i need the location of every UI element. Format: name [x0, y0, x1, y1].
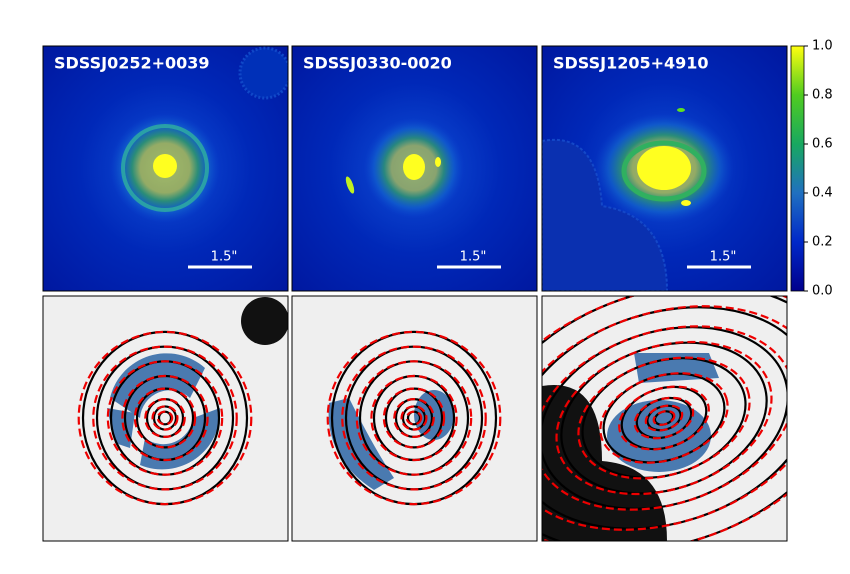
model-contour	[355, 360, 473, 476]
frame	[541, 295, 788, 542]
mask-region	[140, 408, 221, 470]
arc	[345, 176, 355, 194]
model-contour	[156, 410, 174, 426]
model-contour	[542, 325, 787, 511]
mask-region	[328, 398, 394, 490]
masked	[241, 297, 288, 345]
model-panel	[292, 296, 537, 541]
lens	[403, 154, 425, 180]
image	[677, 108, 685, 112]
model-contour	[652, 410, 676, 426]
model-contour	[542, 305, 787, 531]
model-contour	[393, 398, 435, 439]
lens	[153, 154, 177, 178]
panel-title: SDSSJ1205+4910	[553, 54, 709, 73]
model-contour	[106, 360, 224, 476]
model-contour	[405, 410, 423, 426]
panel-title: SDSSJ0252+0039	[54, 54, 210, 73]
contour	[646, 404, 682, 432]
scale-label: 1.5"	[460, 250, 487, 265]
image-panel	[43, 46, 288, 291]
colorbar	[790, 45, 805, 292]
model-contour	[382, 387, 446, 449]
arc	[621, 140, 707, 202]
contour	[620, 385, 708, 451]
scale-label: 1.5"	[710, 250, 737, 265]
model-contour	[121, 374, 209, 462]
model-contour	[151, 405, 179, 431]
colorbar-tick-label: 1.0	[812, 39, 833, 54]
panel-title: SDSSJ0330-0020	[303, 54, 452, 73]
frame	[42, 295, 289, 542]
frame	[541, 45, 788, 292]
model-panel	[542, 296, 787, 541]
masked	[238, 46, 288, 100]
image-panel	[292, 46, 537, 291]
model-contour	[77, 330, 253, 506]
model-contour	[577, 356, 751, 480]
frame	[291, 45, 538, 292]
model-panel	[43, 296, 288, 541]
frame	[291, 295, 538, 542]
model-contour	[618, 385, 710, 451]
image-panel	[542, 46, 787, 291]
model-contour	[400, 405, 428, 431]
model-contour	[555, 340, 773, 496]
model-contour	[599, 372, 729, 464]
colorbar-tick-label: 0.0	[812, 284, 833, 299]
lens	[637, 146, 691, 190]
frame	[42, 45, 289, 292]
model-contour	[542, 296, 787, 541]
arc	[121, 124, 209, 212]
model-contour	[92, 345, 238, 491]
colorbar-tick-label: 0.6	[812, 137, 833, 152]
image	[681, 200, 691, 206]
contour	[384, 387, 444, 449]
model-contour	[133, 387, 197, 449]
image	[435, 157, 441, 167]
colorbar-tick-label: 0.4	[812, 186, 833, 201]
masked	[542, 384, 667, 541]
colorbar-tick-label: 0.8	[812, 88, 833, 103]
masked	[542, 138, 669, 291]
model-contour	[644, 404, 684, 432]
contour	[135, 387, 195, 449]
scale-label: 1.5"	[211, 250, 238, 265]
model-contour	[370, 374, 458, 462]
model-contour	[633, 396, 695, 440]
model-contour	[144, 398, 186, 439]
model-contour	[326, 330, 502, 506]
colorbar-tick-label: 0.2	[812, 235, 833, 250]
model-contour	[341, 345, 487, 491]
